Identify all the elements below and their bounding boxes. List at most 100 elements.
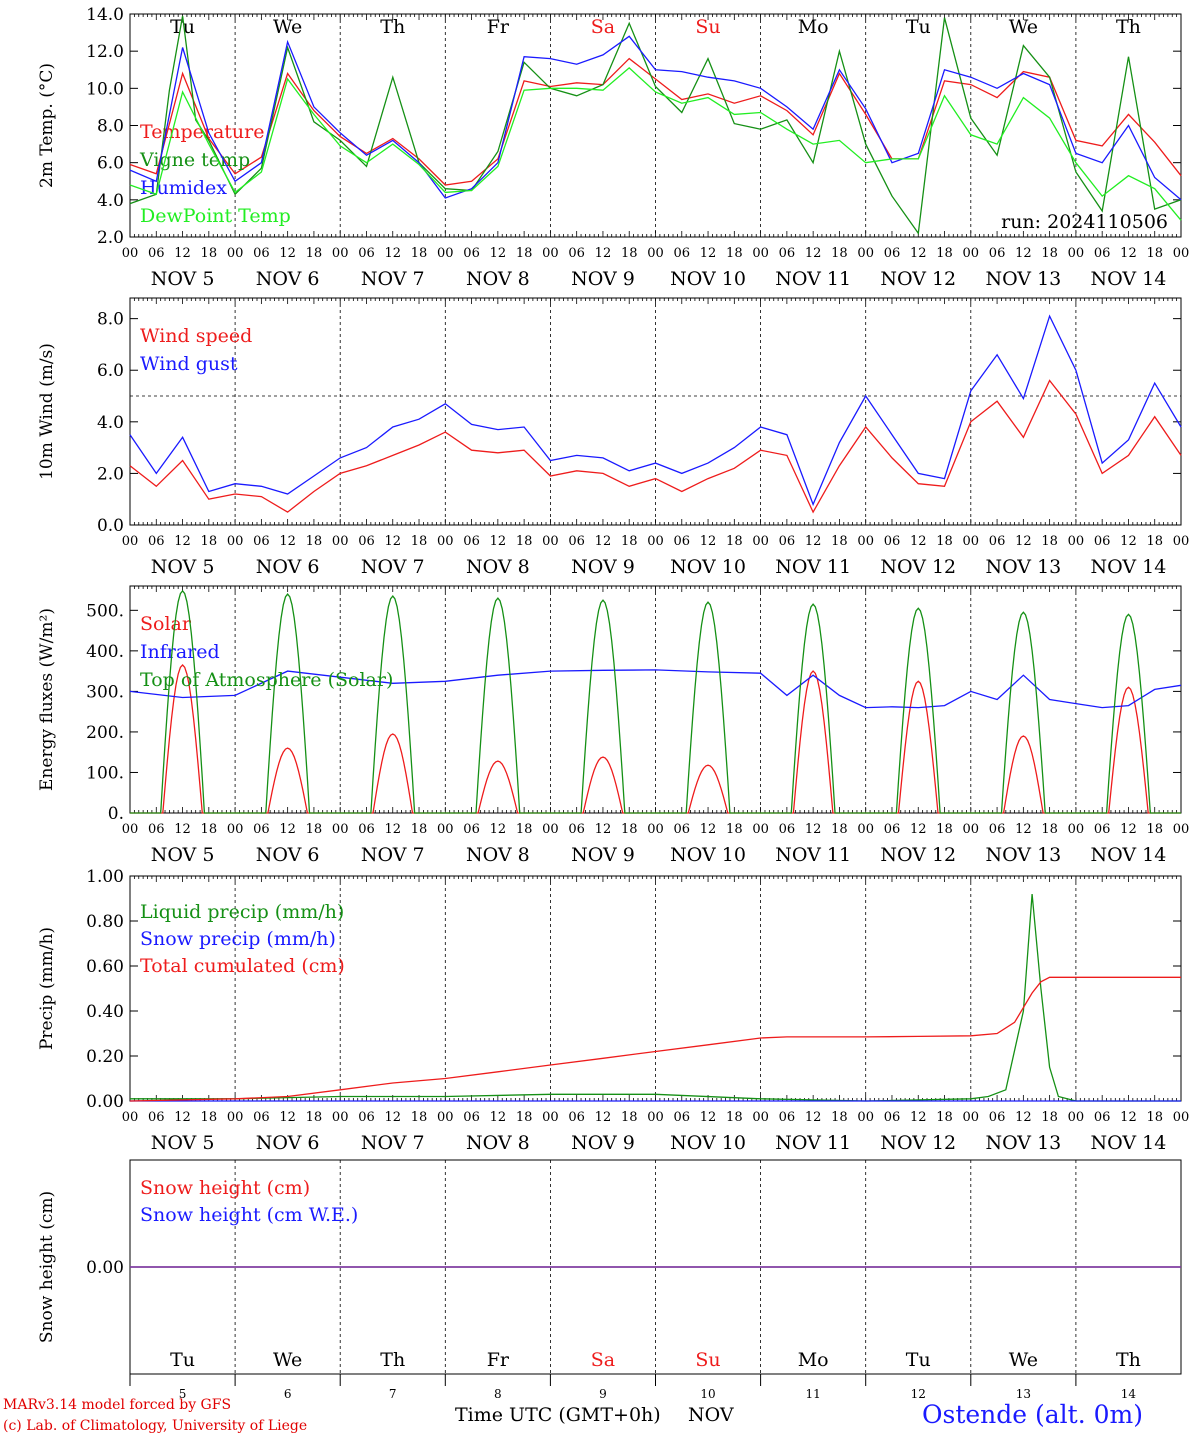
hour-tick-label: 18 [516,822,533,837]
hour-tick-label: 18 [411,246,428,261]
hour-tick-label: 12 [279,822,296,837]
hour-tick-label: 12 [174,1110,191,1125]
hour-tick-label: 18 [1146,534,1163,549]
hour-tick-label: 06 [779,534,796,549]
hour-tick-label: 06 [463,246,480,261]
hour-tick-label: 00 [647,246,664,261]
y-tick-label: 4.0 [97,191,124,211]
day-number-label: 13 [1016,1387,1031,1401]
day-number-label: 6 [284,1387,292,1401]
hour-tick-label: 06 [884,246,901,261]
hour-tick-label: 00 [542,822,559,837]
hour-tick-label: 00 [1068,822,1085,837]
legend-entry: Top of Atmosphere (Solar) [140,669,393,691]
hour-tick-label: 18 [306,534,323,549]
day-of-week-label: Tu [906,16,931,38]
hour-tick-label: 06 [148,534,165,549]
series-line-infrared [129,669,1182,709]
legend-entry: Snow precip (mm/h) [140,928,336,950]
hour-tick-label: 12 [805,1110,822,1125]
hour-tick-label: 12 [595,822,612,837]
hour-tick-label: 00 [122,534,139,549]
hour-tick-label: 00 [227,534,244,549]
hour-tick-label: 00 [542,1110,559,1125]
hour-tick-label: 06 [253,822,270,837]
hour-tick-label: 12 [384,534,401,549]
series-line-wind-speed [129,379,1182,514]
series-line-dewpoint-temp [129,67,1182,221]
hour-tick-label: 00 [437,822,454,837]
day-of-week-label: Mo [798,16,829,38]
hour-tick-label: 06 [779,1110,796,1125]
hour-tick-label: 18 [1146,822,1163,837]
day-of-week-label: Fr [487,16,510,38]
hour-tick-label: 00 [332,822,349,837]
legend-entry: Snow height (cm) [140,1177,310,1199]
date-label: NOV 10 [670,844,746,866]
hour-tick-label: 06 [358,246,375,261]
legend-entry: Snow height (cm W.E.) [140,1204,358,1226]
day-of-week-label: Th [380,1349,405,1371]
hour-tick-label: 12 [1015,1110,1032,1125]
hour-tick-label: 12 [805,246,822,261]
date-label: NOV 13 [985,844,1061,866]
y-tick-label: 2.0 [97,464,124,484]
hour-tick-label: 06 [463,534,480,549]
date-label: NOV 8 [466,268,530,290]
date-label: NOV 7 [361,268,425,290]
day-of-week-label: We [1009,1349,1038,1371]
hour-tick-label: 12 [1015,246,1032,261]
date-label: NOV 10 [670,556,746,578]
hour-tick-label: 18 [201,822,218,837]
y-tick-label: 2.0 [97,228,124,248]
hour-tick-label: 06 [674,534,691,549]
y-tick-label: 200. [86,723,124,743]
hour-tick-label: 06 [779,822,796,837]
series-line-liquid-precip-mm-h- [130,893,1181,1102]
hour-tick-label: 12 [1120,534,1137,549]
hour-tick-label: 12 [384,822,401,837]
hour-tick-label: 12 [174,534,191,549]
hour-tick-label: 18 [726,534,743,549]
hour-tick-label: 00 [647,534,664,549]
hour-tick-label: 00 [857,822,874,837]
hour-tick-label: 06 [1094,534,1111,549]
day-of-week-label: Sa [591,1349,615,1371]
hour-tick-label: 18 [516,534,533,549]
y-tick-label: 12.0 [86,42,124,62]
hour-tick-label: 12 [490,822,507,837]
hour-tick-label: 00 [437,1110,454,1125]
date-label: NOV 10 [670,1132,746,1154]
legend-entry: Infrared [140,641,220,663]
hour-tick-label: 00 [752,534,769,549]
hour-tick-label: 06 [1094,246,1111,261]
hour-tick-label: 12 [595,1110,612,1125]
y-tick-label: 0.80 [86,912,124,932]
legend-entry: DewPoint Temp [140,205,291,227]
y-axis-label: Precip (mm/h) [37,927,57,1050]
hour-tick-label: 18 [1041,822,1058,837]
hour-tick-label: 18 [831,1110,848,1125]
hour-tick-label: 00 [1068,1110,1085,1125]
hour-tick-label: 00 [437,534,454,549]
date-label: NOV 8 [466,844,530,866]
date-label: NOV 6 [256,268,320,290]
hour-tick-label: 06 [568,1110,585,1125]
hour-tick-label: 00 [647,822,664,837]
legend-entry: Total cumulated (cm) [140,955,345,977]
hour-tick-label: 12 [1120,246,1137,261]
hour-tick-label: 18 [621,534,638,549]
hour-tick-label: 12 [910,1110,927,1125]
legend-entry: Wind gust [140,353,238,375]
hour-tick-label: 18 [621,1110,638,1125]
hour-tick-label: 12 [279,1110,296,1125]
day-of-week-label: We [1009,16,1038,38]
y-tick-label: 500. [86,601,124,621]
date-label: NOV 8 [466,1132,530,1154]
hour-tick-label: 18 [831,534,848,549]
month-label: NOV [688,1404,734,1426]
legend-entry: Liquid precip (mm/h) [140,901,344,923]
hour-tick-label: 00 [227,1110,244,1125]
hour-tick-label: 18 [201,1110,218,1125]
